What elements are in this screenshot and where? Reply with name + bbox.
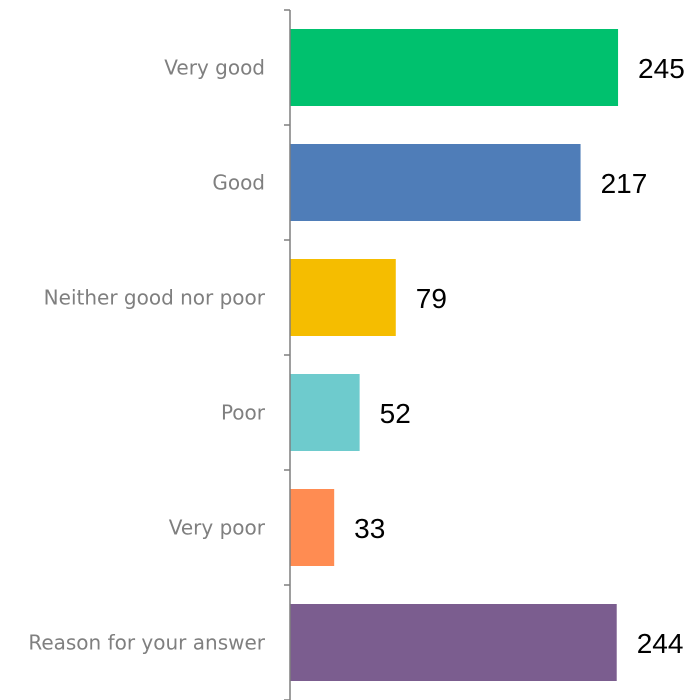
bars-layer (290, 29, 619, 681)
value-label-good: 217 (601, 168, 648, 199)
value-label-very-poor: 33 (354, 513, 385, 544)
value-label-very-good: 245 (638, 53, 685, 84)
value-label-reason-for-your-answer: 244 (637, 628, 684, 659)
value-label-poor: 52 (380, 398, 411, 429)
category-label-very-poor: Very poor (169, 516, 266, 540)
bar-very-good (290, 29, 619, 106)
category-label-poor: Poor (221, 401, 266, 425)
category-label-good: Good (212, 171, 265, 195)
bar-poor (290, 374, 360, 451)
axis-layer (284, 9, 291, 700)
category-label-very-good: Very good (164, 56, 265, 80)
bar-very-poor (290, 489, 335, 566)
bar-reason-for-your-answer (290, 604, 617, 681)
category-label-reason-for-your-answer: Reason for your answer (28, 631, 265, 655)
bar-neither-good-nor-poor (290, 259, 396, 336)
value-label-neither-good-nor-poor: 79 (416, 283, 447, 314)
category-label-neither-good-nor-poor: Neither good nor poor (44, 286, 266, 310)
bar-good (290, 144, 581, 221)
labels-layer: Very good 245 Good 217 Neither good nor poor… (28, 53, 684, 659)
